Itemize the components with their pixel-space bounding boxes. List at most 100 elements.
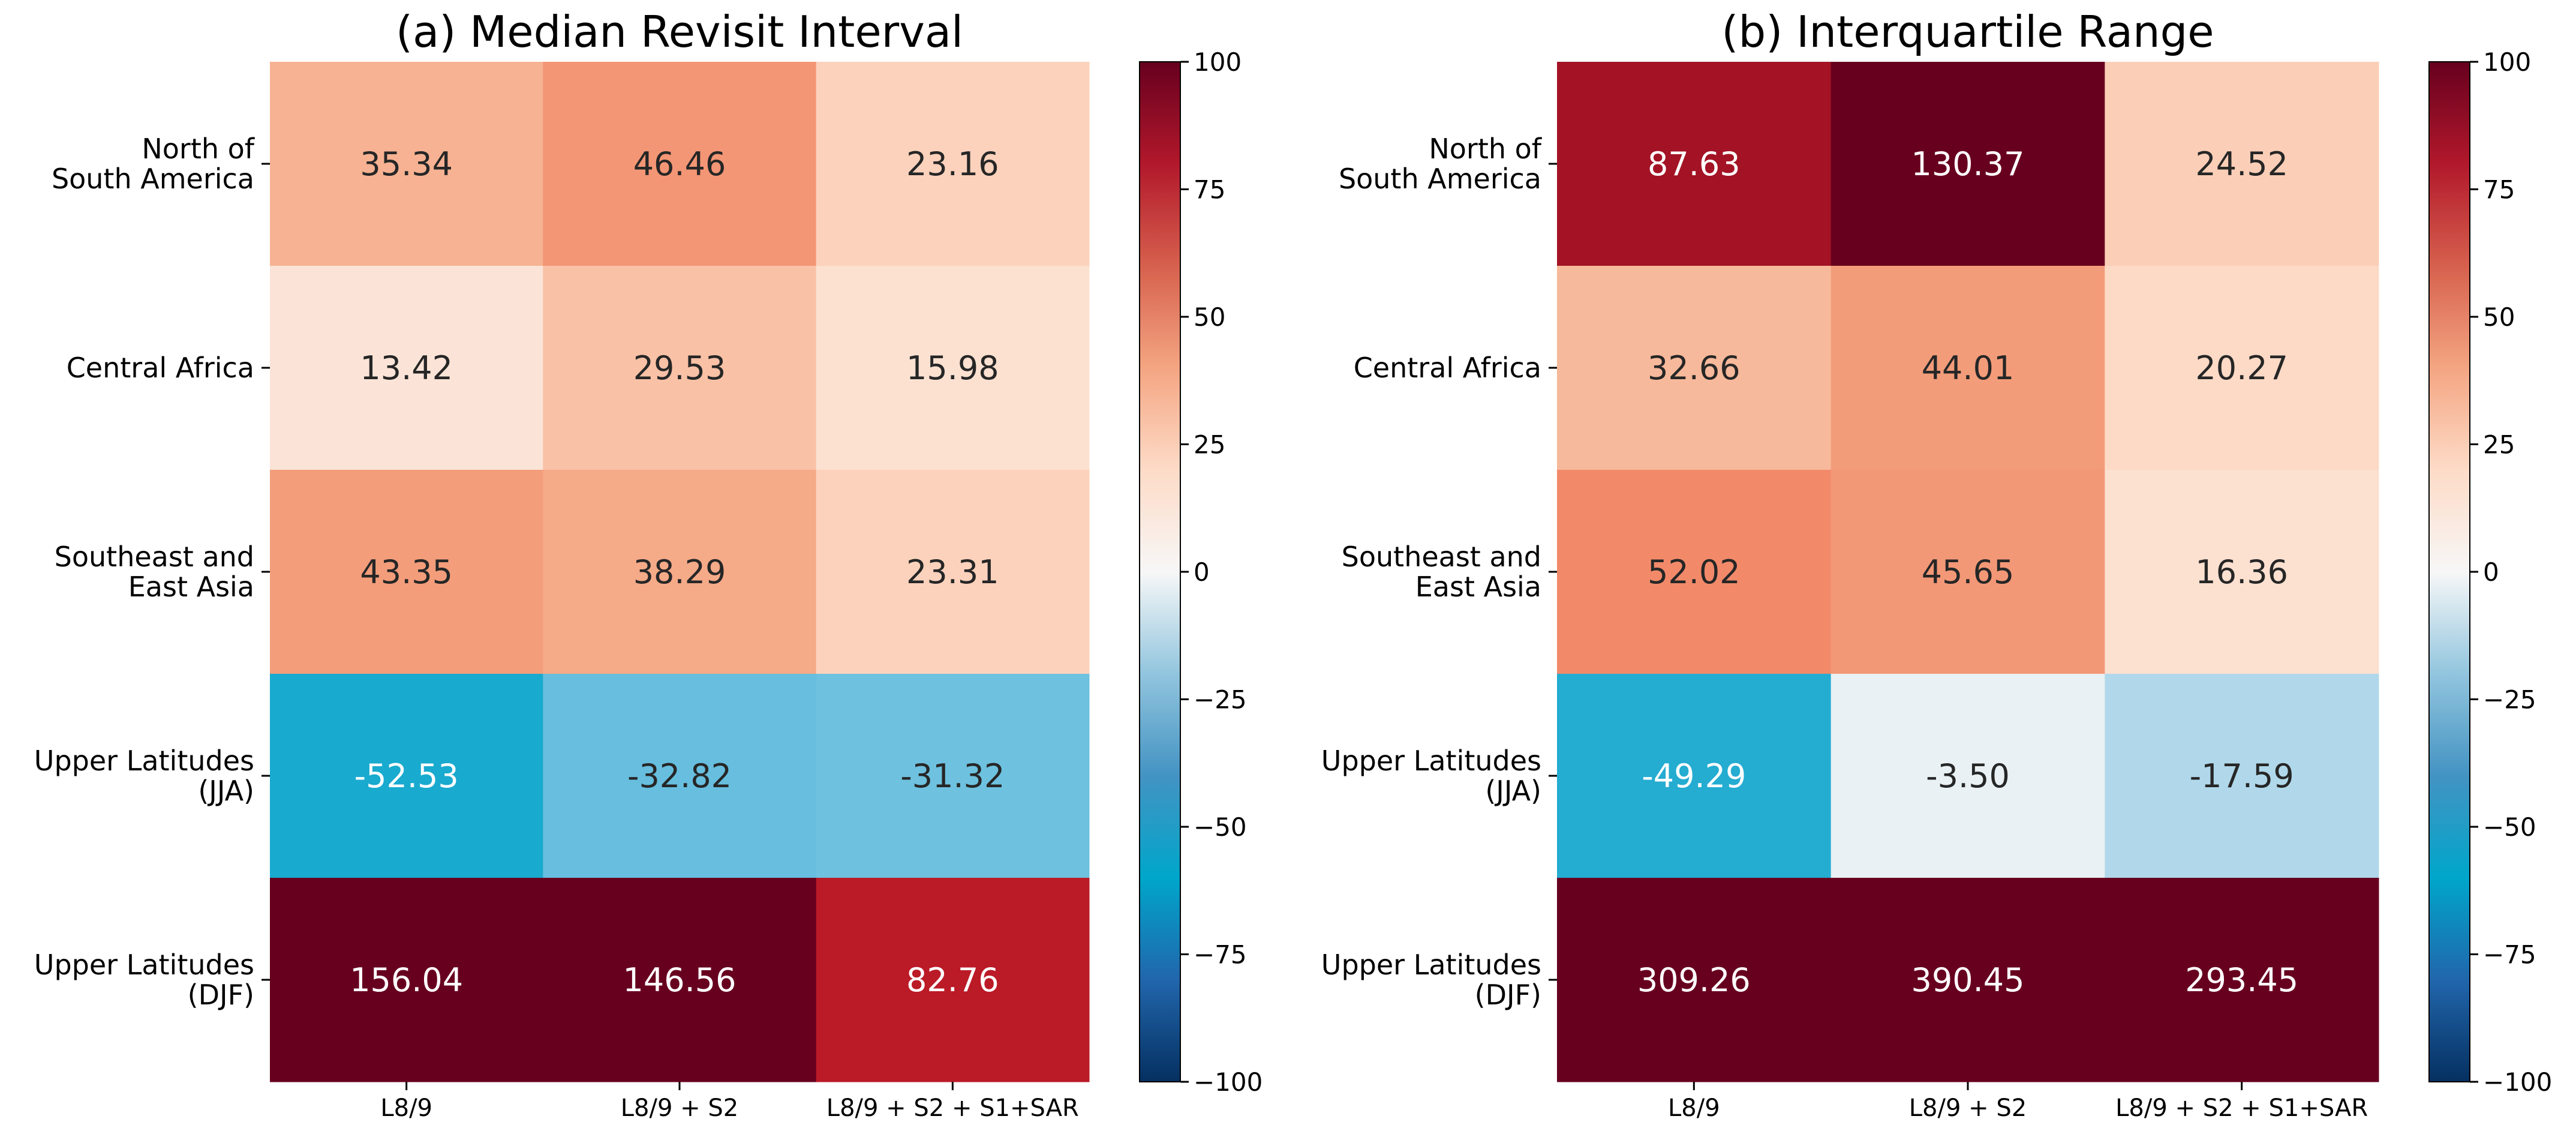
colorbar-tick-label: −50	[1194, 812, 1247, 842]
colorbar-tick-label: 50	[1194, 302, 1225, 332]
column-label: L8/9 + S2 + S1+SAR	[826, 1094, 1079, 1122]
colorbar-tick-label: −50	[2483, 812, 2536, 842]
row-label: Upper Latitudes (DJF)	[1321, 949, 1541, 1011]
heatmap-cell	[543, 62, 817, 266]
cell-value-label: 13.42	[360, 349, 453, 387]
row-label: North of South America	[52, 133, 256, 195]
heatmap-cell	[2105, 674, 2379, 878]
cell-value-label: -31.32	[900, 757, 1005, 795]
chart-title: (a) Median Revisit Interval	[396, 7, 963, 57]
cell-value-label: 44.01	[1922, 349, 2015, 387]
column-label: L8/9	[1668, 1094, 1720, 1122]
cell-value-label: -49.29	[1642, 757, 1746, 795]
heatmap-cell	[1557, 674, 1832, 878]
cell-value-label: 390.45	[1911, 961, 2025, 999]
heatmap-cell	[1830, 878, 2105, 1082]
heatmap-cell	[1830, 62, 2105, 266]
cell-value-label: 23.16	[906, 145, 999, 183]
cell-value-label: 35.34	[360, 145, 453, 183]
heatmap-cell	[1557, 62, 1832, 266]
cell-value-label: 32.66	[1648, 349, 1741, 387]
row-label: Upper Latitudes (JJA)	[34, 745, 254, 807]
heatmap-cell	[1830, 674, 2105, 878]
heatmap-cell	[270, 62, 543, 266]
heatmap-cell	[270, 674, 543, 878]
cell-value-label: 45.65	[1922, 553, 2015, 591]
colorbar-tick-label: 50	[2483, 302, 2515, 332]
colorbar-tick-label: 75	[2483, 175, 2515, 205]
cell-value-label: 43.35	[360, 553, 453, 591]
column-label: L8/9 + S2	[621, 1094, 738, 1122]
cell-value-label: 146.56	[623, 961, 737, 999]
heatmap-cell	[543, 266, 817, 470]
row-label: North of South America	[1339, 133, 1543, 195]
colorbar-tick-label: 0	[2483, 557, 2499, 587]
heatmap-cell	[2105, 62, 2379, 266]
cell-value-label: -3.50	[1926, 757, 2010, 795]
colorbar	[2429, 62, 2470, 1082]
heatmap-cell	[543, 674, 817, 878]
colorbar-tick-label: −75	[1194, 940, 1247, 970]
cell-value-label: -32.82	[627, 757, 732, 795]
chart-title: (b) Interquartile Range	[1721, 7, 2214, 57]
colorbar-tick-label: 100	[1194, 47, 1242, 77]
row-label: Southeast and East Asia	[55, 541, 254, 603]
heatmap-cell	[543, 878, 817, 1082]
cell-value-label: 15.98	[906, 349, 999, 387]
colorbar-tick-label: 75	[1194, 175, 1225, 205]
cell-value-label: 130.37	[1911, 145, 2025, 183]
colorbar-tick-label: 25	[2483, 430, 2515, 460]
row-label: Southeast and East Asia	[1342, 541, 1541, 603]
heatmap-panel-a: (a) Median Revisit Interval 35.34 46.46 23.…	[34, 7, 1263, 1122]
cell-value-label: 29.53	[633, 349, 726, 387]
cell-value-label: 24.52	[2195, 145, 2288, 183]
colorbar-tick-label: 0	[1194, 557, 1210, 587]
colorbar-tick-label: −100	[2483, 1067, 2552, 1097]
colorbar-tick-label: −25	[2483, 685, 2536, 715]
heatmap-cell	[543, 470, 817, 674]
row-label: Upper Latitudes (DJF)	[34, 949, 254, 1011]
heatmap-cell	[816, 470, 1090, 674]
heatmap-panel-b: (b) Interquartile Range 87.63 130.37 24.52 3…	[1321, 7, 2553, 1122]
colorbar-tick-label: 25	[1194, 430, 1225, 460]
cell-value-label: 82.76	[906, 961, 999, 999]
cell-value-label: 20.27	[2195, 349, 2288, 387]
cell-value-label: 16.36	[2195, 553, 2288, 591]
colorbar-tick-label: −75	[2483, 940, 2536, 970]
cell-value-label: 309.26	[1637, 961, 1751, 999]
cell-value-label: 156.04	[350, 961, 463, 999]
cell-value-label: 87.63	[1648, 145, 1741, 183]
heatmap-cell	[1830, 470, 2105, 674]
heatmap-cell	[1830, 266, 2105, 470]
column-label: L8/9 + S2	[1909, 1094, 2027, 1122]
cell-value-label: 23.31	[906, 553, 999, 591]
cell-value-label: 52.02	[1648, 553, 1741, 591]
cell-value-label: -17.59	[2190, 757, 2294, 795]
heatmap-cell	[2105, 470, 2379, 674]
column-label: L8/9	[380, 1094, 432, 1122]
colorbar	[1140, 62, 1180, 1082]
heatmap-cell	[816, 674, 1090, 878]
heatmap-cell	[1557, 266, 1832, 470]
heatmap-cell	[1557, 470, 1832, 674]
colorbar-tick-label: 100	[2483, 47, 2531, 77]
row-label: Upper Latitudes (JJA)	[1321, 745, 1541, 807]
row-label: Central Africa	[67, 352, 254, 384]
cell-value-label: 46.46	[633, 145, 726, 183]
heatmap-cell	[816, 62, 1090, 266]
heatmap-cell	[270, 878, 543, 1082]
cell-value-label: -52.53	[354, 757, 459, 795]
heatmap-cell	[2105, 878, 2379, 1082]
heatmap-cell	[270, 266, 543, 470]
cell-value-label: 38.29	[633, 553, 726, 591]
heatmap-cell	[2105, 266, 2379, 470]
heatmap-cell	[1557, 878, 1832, 1082]
heatmap-cell	[270, 470, 543, 674]
row-label: Central Africa	[1354, 352, 1541, 384]
colorbar-tick-label: −100	[1194, 1067, 1263, 1097]
cell-value-label: 293.45	[2185, 961, 2298, 999]
heatmap-cell	[816, 266, 1090, 470]
colorbar-tick-label: −25	[1194, 685, 1247, 715]
column-label: L8/9 + S2 + S1+SAR	[2115, 1094, 2368, 1122]
